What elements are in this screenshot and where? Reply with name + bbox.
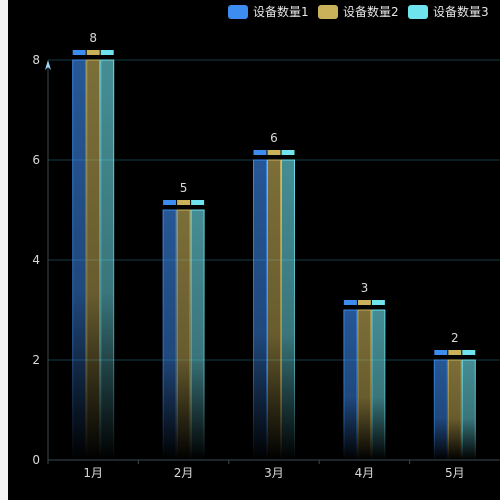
x-tick-label-3: 3月 <box>264 466 284 480</box>
bar-cap-3-5 <box>462 350 476 355</box>
bars-layer <box>72 50 476 461</box>
bar-cap-3-2 <box>191 200 205 205</box>
bar-cap-1-1 <box>72 50 86 55</box>
value-label-2: 5 <box>180 181 188 195</box>
bar-cap-1-4 <box>343 300 357 305</box>
legend-item-1[interactable]: 设备数量1 <box>228 4 309 19</box>
x-tick-label-5: 5月 <box>445 466 465 480</box>
left-edge-strip <box>0 0 8 500</box>
bar-1-5 <box>433 359 448 461</box>
bar-1-3 <box>253 159 267 461</box>
legend[interactable]: 设备数量1 设备数量2 设备数量3 <box>228 4 489 19</box>
bar-1-2 <box>162 209 177 461</box>
bar-cap-3-1 <box>100 50 114 55</box>
legend-swatch-1 <box>228 5 248 19</box>
bar-2-2 <box>176 209 191 461</box>
legend-label-1: 设备数量1 <box>253 4 309 19</box>
bar-3-2 <box>190 209 205 461</box>
bar-cap-1-2 <box>163 200 177 205</box>
bar-3-3 <box>281 159 295 461</box>
legend-swatch-3 <box>408 5 428 19</box>
y-tick-label-0: 0 <box>32 453 40 467</box>
bar-cap-1-5 <box>434 350 448 355</box>
bar-3-4 <box>371 309 386 461</box>
bar-cap-2-2 <box>177 200 191 205</box>
bar-1-1 <box>72 59 87 461</box>
y-tick-label-8: 8 <box>32 53 40 67</box>
labels-layer: 0 2 4 6 8 8 1月 5 2月 6 3月 3 4月 2 5月 <box>32 31 464 480</box>
value-label-3: 6 <box>270 131 278 145</box>
x-tick-label-4: 4月 <box>355 466 375 480</box>
value-label-5: 2 <box>451 331 459 345</box>
x-tick-label-2: 2月 <box>174 466 194 480</box>
value-label-4: 3 <box>361 281 369 295</box>
bar-cap-2-1 <box>86 50 100 55</box>
bar-3-1 <box>100 59 115 461</box>
y-tick-label-2: 2 <box>32 353 40 367</box>
legend-item-2[interactable]: 设备数量2 <box>318 4 399 19</box>
legend-item-3[interactable]: 设备数量3 <box>408 4 489 19</box>
x-tick-label-1: 1月 <box>83 466 103 480</box>
legend-label-3: 设备数量3 <box>433 4 489 19</box>
bar-3-5 <box>461 359 476 461</box>
bar-cap-3-3 <box>281 150 295 155</box>
legend-swatch-2 <box>318 5 338 19</box>
bar-1-4 <box>343 309 358 461</box>
bar-cap-1-3 <box>253 150 267 155</box>
bar-2-5 <box>447 359 462 461</box>
y-axis-arrow-icon <box>45 60 51 70</box>
bar-cap-2-5 <box>448 350 462 355</box>
bar-cap-2-3 <box>267 150 281 155</box>
bar-2-1 <box>86 59 101 461</box>
y-tick-label-6: 6 <box>32 153 40 167</box>
bar-cap-3-4 <box>371 300 385 305</box>
bar-2-3 <box>267 159 281 461</box>
axis-layer <box>45 60 500 464</box>
value-label-1: 8 <box>89 31 97 45</box>
bar-2-4 <box>357 309 372 461</box>
y-tick-label-4: 4 <box>32 253 40 267</box>
legend-label-2: 设备数量2 <box>343 4 399 19</box>
bar-cap-2-4 <box>357 300 371 305</box>
